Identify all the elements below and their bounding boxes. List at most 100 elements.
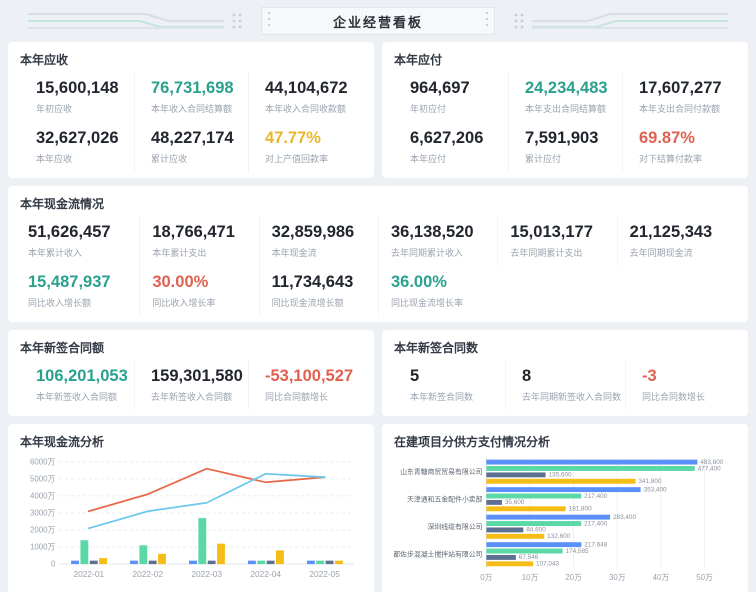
metric-value: -3: [642, 367, 657, 385]
svg-text:217,648: 217,648: [584, 541, 607, 548]
metric: 15,600,148 年初应收: [20, 72, 134, 122]
page-title-box: 企业经营看板: [261, 7, 495, 35]
metric: 24,234,483 本年支出合同结算额: [508, 72, 622, 122]
svg-text:天津通和五金配件小卖部: 天津通和五金配件小卖部: [407, 495, 483, 504]
svg-text:2022-01: 2022-01: [73, 569, 104, 579]
svg-text:6000万: 6000万: [30, 457, 55, 466]
supplier-hbar-chart: 0万 10万 20万 30万 40万 50万 山东青糖商贸贸易有限公司 483,600 477,…: [386, 454, 736, 592]
metric-label: 去年同期新签收入合同数: [521, 392, 621, 402]
metric-value: 7,591,903: [525, 129, 599, 147]
metric-value: 6,627,206: [410, 129, 484, 147]
page-title: 企业经营看板: [332, 14, 423, 30]
supplier-chart-title: 在建项目分供方支付情况分析: [394, 435, 551, 449]
metric-value: 15,013,177: [510, 223, 593, 241]
metric: -53,100,527 同比合同额增长: [248, 360, 362, 410]
metric-value: 15,600,148: [36, 79, 119, 97]
metric-label: 本年应收: [36, 154, 73, 164]
svg-text:2022-05: 2022-05: [309, 569, 340, 579]
metric: 32,627,026 本年应收: [20, 122, 134, 172]
panel-cashflow: 本年现金流情况 51,626,457 本年累计收入 18,766,471 本年累计支出…: [8, 186, 748, 322]
svg-text:67,546: 67,546: [519, 554, 539, 561]
payable-metrics: 964,697 年初应付 24,234,483 本年支出合同结算额 17,607,277…: [394, 72, 736, 172]
metric: 51,626,457 本年累计收入: [20, 216, 139, 266]
svg-text:50万: 50万: [696, 573, 713, 582]
metric-value: 51,626,457: [28, 223, 111, 241]
metric-label: 同比合同数增长: [642, 392, 706, 402]
svg-text:3000万: 3000万: [30, 508, 55, 517]
metric-label: 去年新签收入合同额: [151, 392, 233, 402]
metric-value: 48,227,174: [151, 129, 234, 147]
metric-value: 159,301,580: [151, 367, 243, 385]
svg-text:477,400: 477,400: [698, 465, 721, 472]
metric-value: 32,627,026: [36, 129, 119, 147]
metric-label: 对上产值回款率: [265, 154, 329, 164]
metric: 21,125,343 去年同期现金流: [616, 216, 736, 266]
svg-text:0: 0: [51, 560, 56, 569]
svg-text:0万: 0万: [480, 573, 492, 582]
svg-text:283,400: 283,400: [613, 514, 636, 521]
metric-value: 76,731,698: [151, 79, 234, 97]
metric: 18,766,471 本年累计支出: [139, 216, 258, 266]
panel-contract-amount: 本年新签合同额 106,201,053 本年新签收入合同额 159,301,580 去…: [8, 330, 374, 416]
svg-text:20万: 20万: [565, 573, 582, 582]
panel-contract-count-title: 本年新签合同数: [394, 341, 479, 355]
metric: 36.00% 同比现金流增长率: [378, 266, 497, 316]
cashflow-metrics-row2: 15,487,937 同比收入增长额 30.00% 同比收入增长率 11,734,643…: [20, 266, 736, 316]
metric: -3 同比合同数增长: [625, 360, 736, 410]
metric-label: 去年同期累计支出: [510, 248, 583, 258]
metric-value: 964,697: [410, 79, 470, 97]
metric: 106,201,053 本年新签收入合同额: [20, 360, 134, 410]
metric-value: 69.87%: [639, 129, 695, 147]
metric-label: 本年新签收入合同额: [36, 392, 118, 402]
contract-count-metrics: 5 本年新签合同数 8 去年同期新签收入合同数 -3 同比合同数增长: [394, 360, 736, 410]
title-box-dots-right: [486, 12, 488, 30]
metric-label: 同比收入增长率: [152, 298, 216, 308]
metric: 8 去年同期新签收入合同数: [504, 360, 625, 410]
svg-text:181,800: 181,800: [569, 506, 592, 513]
metric: 15,487,937 同比收入增长额: [20, 266, 139, 316]
metric-label: 同比现金流增长率: [391, 298, 464, 308]
svg-text:深圳线缆有限公司: 深圳线缆有限公司: [428, 522, 483, 531]
panel-cashflow-title: 本年现金流情况: [20, 197, 105, 211]
svg-text:4000万: 4000万: [30, 491, 55, 500]
svg-text:174,585: 174,585: [566, 548, 589, 555]
header: 企业经营看板: [8, 5, 748, 37]
metric-label: 同比合同额增长: [265, 392, 329, 402]
panel-contract-count: 本年新签合同数 5 本年新签合同数 8 去年同期新签收入合同数 -3 同比合同数增长: [382, 330, 748, 416]
metric-label: 本年收入合同收款额: [265, 104, 347, 114]
metric: 6,627,206 本年应付: [394, 122, 508, 172]
svg-text:2022-03: 2022-03: [191, 569, 222, 579]
metric-label: 去年同期现金流: [629, 248, 693, 258]
cashflow-combo-chart: 0 1000万 2000万 3000万 4000万 5000万 6000万 2022-01 20…: [20, 454, 362, 592]
svg-text:2000万: 2000万: [30, 525, 55, 534]
svg-text:107,043: 107,043: [536, 561, 559, 568]
metric: 69.87% 对下结算付款率: [622, 122, 736, 172]
metric: 7,591,903 累计应付: [508, 122, 622, 172]
metric-value: 24,234,483: [525, 79, 608, 97]
metric: 48,227,174 累计应收: [134, 122, 248, 172]
receivable-metrics: 15,600,148 年初应收 76,731,698 本年收入合同结算额 44,104,…: [20, 72, 362, 172]
metric-value: -53,100,527: [265, 367, 354, 385]
metric-value: 17,607,277: [639, 79, 722, 97]
metric-value: 18,766,471: [152, 223, 235, 241]
metric: 964,697 年初应付: [394, 72, 508, 122]
metric-label: 对下结算付款率: [639, 154, 703, 164]
svg-text:217,400: 217,400: [584, 493, 607, 500]
metric-label: 累计应付: [525, 154, 562, 164]
svg-text:341,800: 341,800: [638, 478, 661, 485]
metric-label: 去年同期累计收入: [391, 248, 464, 258]
svg-text:132,600: 132,600: [547, 533, 570, 540]
svg-text:1000万: 1000万: [30, 542, 55, 551]
metric-label: 累计应收: [151, 154, 188, 164]
panel-contract-amount-title: 本年新签合同额: [20, 341, 105, 355]
metric: 44,104,672 本年收入合同收款额: [248, 72, 362, 122]
metric-label: 年初应收: [36, 104, 73, 114]
svg-text:135,600: 135,600: [548, 472, 571, 479]
metric-label: 本年累计支出: [152, 248, 207, 258]
svg-text:10万: 10万: [522, 573, 539, 582]
metric-label: 本年收入合同结算额: [151, 104, 233, 114]
metric: 17,607,277 本年支出合同付款额: [622, 72, 736, 122]
metric-label: 本年应付: [410, 154, 447, 164]
metric-label: 同比现金流增长额: [271, 298, 344, 308]
